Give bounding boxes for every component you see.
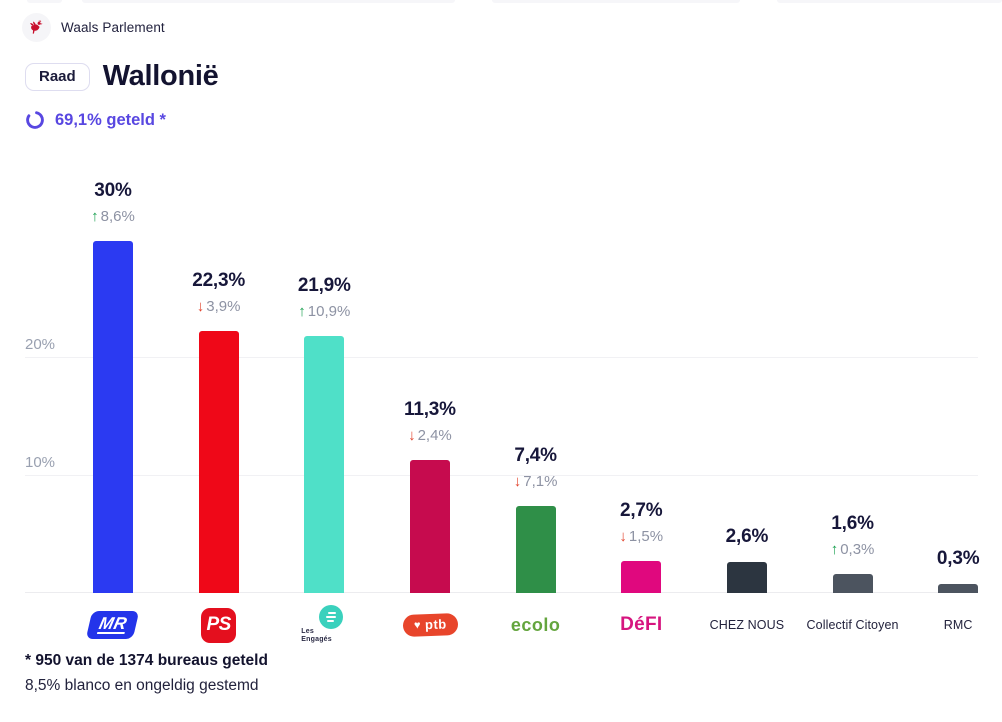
y-axis-tick-label: 10% [25,453,56,471]
top-strip [492,0,740,3]
party-label-text: RMC [943,618,973,632]
party-logo-cell-ptb: ♥ ptb [378,602,482,648]
org-name: Waals Parlement [61,20,165,35]
chart-baseline [25,592,978,593]
arrow-up-icon: ↑ [298,302,306,320]
party-logo-cell-les-engages: Les Engagés [272,602,376,648]
party-logo-ptb: ♥ ptb [402,613,458,637]
value-label-rmc: 0,3% [936,548,980,569]
walloon-rooster-logo [22,13,51,42]
footnote: * 950 van de 1374 bureaus geteld 8,5% bl… [25,652,268,695]
value-label-ecolo: 7,4% [514,445,557,467]
value-label-collectif-citoyen: 1,6% [831,513,874,535]
value-label-mr: 30% [94,179,132,201]
change-label-ptb: ↓ 2,4% [408,427,452,445]
page-title: Wallonië [102,60,219,92]
counted-progress: 69,1% geteld * [25,110,166,130]
chart-column-chez-nous: 2,6% [695,150,799,593]
value-label-les-engages: 21,9% [297,274,351,296]
party-logo-cell-ps: PS [167,602,271,648]
chart-column-rmc: 0,3% [906,150,1002,593]
footnote-bureaus: * 950 van de 1374 bureaus geteld [25,652,268,669]
org-header: Waals Parlement [22,13,165,42]
chart-column-les-engages: 21,9% ↑ 10,9% [272,150,376,593]
bar-ptb[interactable] [409,460,450,593]
party-logo-cell-ecolo: ecolo [484,602,588,648]
gridline-20 [25,357,978,358]
arrow-down-icon: ↓ [619,528,627,546]
arrow-up-icon: ↑ [830,541,839,559]
change-label-ps: ↓ 3,9% [196,297,241,315]
footnote-blanco: 8,5% blanco en ongeldig gestemd [25,677,259,694]
change-label-ecolo: ↓ 7,1% [513,473,558,491]
top-strip [27,0,62,3]
chart-column-defi: 2,7% ↓ 1,5% [589,150,693,593]
arrow-down-icon: ↓ [408,427,416,445]
party-logo-defi: DéFI [620,614,663,635]
chart-column-mr: 30% ↑ 8,6% [61,150,165,593]
party-label-text: CHEZ NOUS [709,618,785,632]
party-logo-ps: PS [201,607,237,643]
top-strip [777,0,1002,3]
chart-column-ecolo: 7,4% ↓ 7,1% [484,150,588,593]
results-bar-chart: 20% 10% 30% ↑ 8,6% 22,3% ↓ 3,9% 21,9% ↑ 10,9% 11,3%… [25,150,980,650]
arrow-down-icon: ↓ [513,473,522,491]
party-logo-cell-rmc: RMC [906,602,1002,648]
bar-chez-nous[interactable] [726,562,767,593]
arrow-up-icon: ↑ [91,207,99,225]
party-logo-cell-mr: MR [61,602,165,648]
progress-spinner-icon [26,111,44,129]
chart-column-ps: 22,3% ↓ 3,9% [167,150,271,593]
party-logo-cell-chez-nous: CHEZ NOUS [695,602,799,648]
arrow-down-icon: ↓ [196,297,205,315]
bar-defi[interactable] [621,561,662,593]
gridline-10 [25,474,978,476]
change-label-collectif-citoyen: ↑ 0,3% [830,541,875,559]
value-label-chez-nous: 2,6% [725,526,769,548]
bar-les-engages[interactable] [304,335,345,593]
party-logo-mr: MR [86,611,140,639]
value-label-ps: 22,3% [192,269,246,291]
bar-rmc[interactable] [938,584,979,593]
chart-column-collectif-citoyen: 1,6% ↑ 0,3% [801,150,905,593]
change-label-mr: ↑ 8,6% [91,207,135,225]
bar-mr[interactable] [93,240,133,593]
party-logo-les-engages: Les Engagés [299,605,349,645]
y-axis-tick-label: 20% [25,336,56,353]
bar-ps[interactable] [198,330,239,593]
bar-collectif-citoyen[interactable] [832,574,873,593]
value-label-ptb: 11,3% [404,399,456,421]
party-logo-ecolo: ecolo [510,614,561,635]
change-label-les-engages: ↑ 10,9% [298,302,351,320]
heart-icon: ♥ [413,618,421,632]
bar-ecolo[interactable] [515,506,556,593]
party-logo-cell-defi: DéFI [589,602,693,648]
party-logo-cell-collectif-citoyen: Collectif Citoyen [801,602,905,648]
chart-plot: 20% 10% 30% ↑ 8,6% 22,3% ↓ 3,9% 21,9% ↑ 10,9% 11,3%… [25,150,980,593]
top-strip [82,0,455,3]
value-label-defi: 2,7% [619,500,663,522]
party-label-text: Collectif Citoyen [806,618,899,632]
chart-column-ptb: 11,3% ↓ 2,4% [378,150,482,593]
les-engages-icon [319,605,344,629]
change-label-defi: ↓ 1,5% [619,528,664,546]
raad-badge[interactable]: Raad [25,62,90,91]
progress-text: 69,1% geteld * [55,110,166,129]
